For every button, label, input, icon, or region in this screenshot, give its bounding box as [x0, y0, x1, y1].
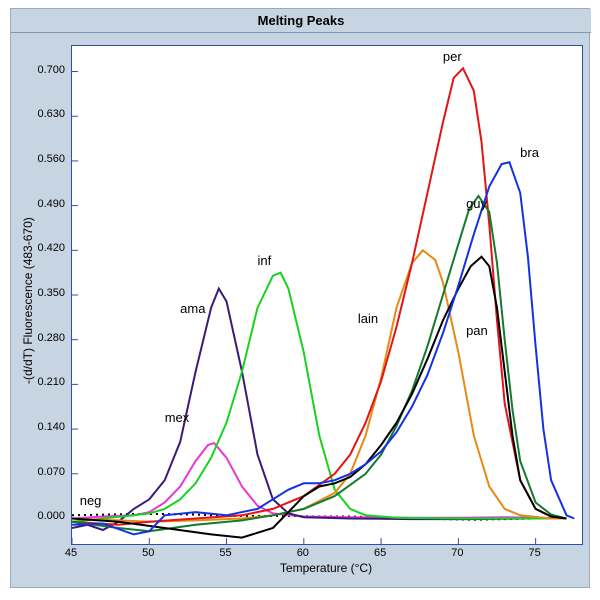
xtick-label: 45 — [61, 547, 81, 559]
series-mex — [72, 443, 567, 518]
ytick-label: 0.280 — [37, 332, 65, 344]
ytick-label: 0.000 — [37, 510, 65, 522]
plot-svg — [72, 46, 582, 544]
label-bra: bra — [520, 145, 539, 160]
series-lain — [72, 250, 567, 521]
ytick-label: 0.070 — [37, 466, 65, 478]
label-guy: guy — [466, 196, 487, 211]
label-ama: ama — [180, 301, 205, 316]
xlabel: Temperature (°C) — [71, 561, 581, 575]
ytick-label: 0.350 — [37, 287, 65, 299]
ytick-label: 0.560 — [37, 153, 65, 165]
label-pan: pan — [466, 323, 488, 338]
ytick-label: 0.210 — [37, 376, 65, 388]
ylabel: -(d/dT) Fluorescence (483-670) — [21, 217, 35, 384]
xtick-label: 70 — [447, 547, 467, 559]
xtick-label: 60 — [293, 547, 313, 559]
chart-title: Melting Peaks — [11, 9, 591, 33]
label-inf: inf — [257, 253, 271, 268]
ytick-label: 0.700 — [37, 64, 65, 76]
label-mex: mex — [165, 410, 190, 425]
series-pan — [72, 257, 567, 538]
ytick-label: 0.630 — [37, 108, 65, 120]
label-lain: lain — [358, 311, 378, 326]
ytick-label: 0.490 — [37, 198, 65, 210]
xtick-label: 65 — [370, 547, 390, 559]
ytick-label: 0.140 — [37, 421, 65, 433]
label-per: per — [443, 49, 462, 64]
series-ama — [72, 289, 567, 530]
series-per — [72, 68, 567, 525]
xtick-label: 75 — [525, 547, 545, 559]
xtick-label: 50 — [138, 547, 158, 559]
ytick-label: 0.420 — [37, 242, 65, 254]
label-neg: neg — [80, 493, 102, 508]
series-guy — [72, 196, 567, 531]
xtick-label: 55 — [216, 547, 236, 559]
chart-panel: Melting Peaks neg mex ama inf lain per guy pan br… — [10, 8, 590, 588]
plot-area: neg mex ama inf lain per guy pan bra — [71, 45, 583, 545]
